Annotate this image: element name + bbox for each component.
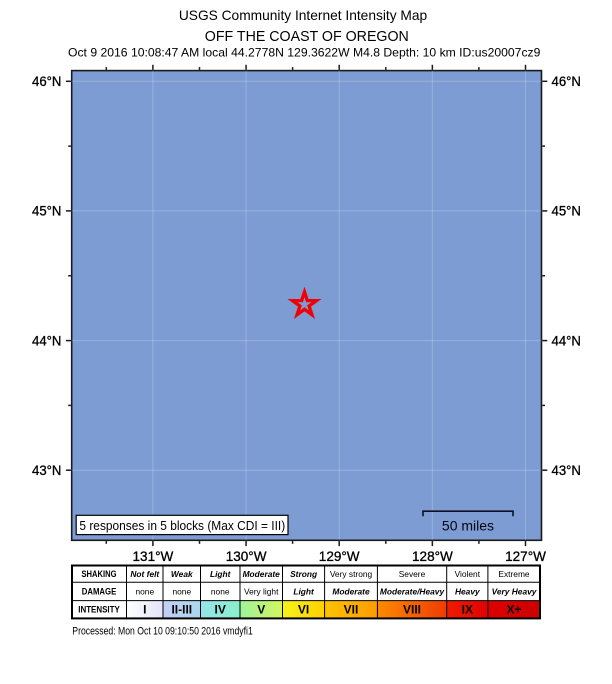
svg-text:Severe: Severe [399, 569, 426, 579]
svg-text:Light: Light [210, 569, 232, 579]
svg-text:none: none [211, 587, 230, 597]
svg-text:Weak: Weak [171, 569, 193, 579]
svg-text:II-III: II-III [171, 603, 192, 617]
svg-text:SHAKING: SHAKING [82, 569, 117, 579]
svg-text:50 miles: 50 miles [442, 518, 494, 534]
svg-text:Light: Light [293, 587, 315, 597]
svg-text:USGS Community Internet Intens: USGS Community Internet Intensity Map [179, 8, 428, 23]
svg-text:46°N: 46°N [552, 74, 581, 89]
svg-text:Not felt: Not felt [130, 569, 160, 579]
svg-text:Very Heavy: Very Heavy [492, 587, 537, 597]
svg-text:129°W: 129°W [319, 549, 360, 564]
svg-text:44°N: 44°N [552, 333, 581, 348]
svg-text:Strong: Strong [290, 569, 317, 579]
svg-text:INTENSITY: INTENSITY [78, 605, 120, 615]
svg-text:Extreme: Extreme [498, 569, 530, 579]
svg-text:Moderate: Moderate [332, 587, 370, 597]
svg-text:IX: IX [462, 603, 473, 617]
svg-text:Moderate/Heavy: Moderate/Heavy [380, 587, 445, 597]
svg-text:VII: VII [344, 603, 359, 617]
svg-text:5 responses in 5 blocks (Max C: 5 responses in 5 blocks (Max CDI = III) [79, 518, 285, 533]
svg-text:46°N: 46°N [32, 74, 61, 89]
svg-text:Violent: Violent [455, 569, 481, 579]
svg-text:43°N: 43°N [32, 463, 61, 478]
svg-text:X+: X+ [506, 603, 521, 617]
svg-text:VI: VI [298, 603, 309, 617]
svg-text:Processed: Mon Oct 10 09:10:50: Processed: Mon Oct 10 09:10:50 2016 vmdy… [72, 626, 253, 638]
svg-text:V: V [257, 603, 265, 617]
svg-text:IV: IV [215, 603, 226, 617]
svg-text:Very light: Very light [244, 587, 279, 597]
svg-text:none: none [172, 587, 191, 597]
svg-text:43°N: 43°N [552, 463, 581, 478]
svg-text:I: I [143, 603, 146, 617]
svg-text:DAMAGE: DAMAGE [82, 587, 117, 597]
svg-text:44°N: 44°N [32, 333, 61, 348]
svg-text:Moderate: Moderate [243, 569, 281, 579]
svg-text:none: none [135, 587, 154, 597]
svg-text:45°N: 45°N [552, 204, 581, 219]
svg-text:128°W: 128°W [412, 549, 453, 564]
svg-text:VIII: VIII [403, 603, 421, 617]
svg-text:130°W: 130°W [226, 549, 267, 564]
svg-text:OFF THE COAST OF OREGON: OFF THE COAST OF OREGON [205, 28, 409, 45]
svg-text:45°N: 45°N [32, 204, 61, 219]
svg-text:127°W: 127°W [505, 549, 546, 564]
svg-text:Very strong: Very strong [330, 569, 373, 579]
svg-text:Heavy: Heavy [455, 587, 480, 597]
svg-text:131°W: 131°W [133, 549, 174, 564]
svg-text:Oct 9 2016 10:08:47 AM local 4: Oct 9 2016 10:08:47 AM local 44.2778N 12… [68, 45, 540, 59]
